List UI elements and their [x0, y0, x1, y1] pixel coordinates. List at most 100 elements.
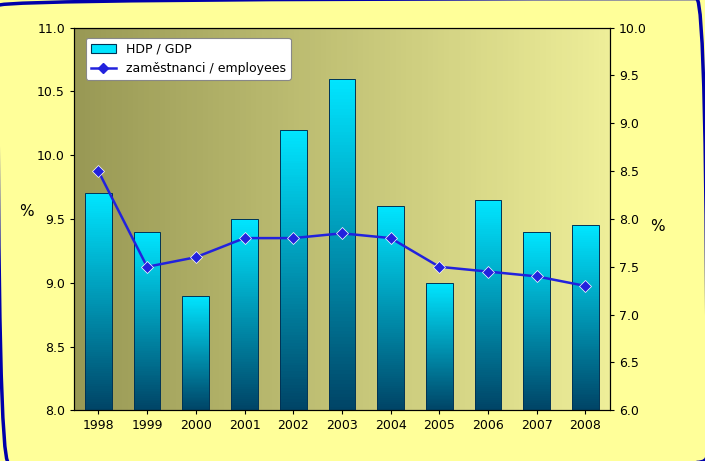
- Bar: [183, 398, 209, 399]
- Bar: [183, 315, 209, 316]
- Bar: [134, 282, 161, 284]
- Bar: [183, 370, 209, 371]
- Bar: [280, 149, 307, 152]
- Bar: [474, 204, 501, 206]
- Bar: [134, 362, 161, 364]
- Bar: [523, 289, 550, 290]
- Bar: [231, 345, 258, 347]
- Bar: [85, 263, 112, 265]
- Bar: [329, 281, 355, 284]
- Bar: [231, 342, 258, 343]
- Bar: [85, 361, 112, 363]
- Bar: [329, 105, 355, 108]
- Bar: [85, 386, 112, 389]
- Bar: [329, 274, 355, 278]
- Bar: [280, 245, 307, 248]
- Bar: [523, 242, 550, 244]
- Bar: [85, 278, 112, 280]
- Bar: [183, 399, 209, 400]
- Bar: [134, 385, 161, 387]
- Bar: [280, 318, 307, 320]
- Bar: [523, 285, 550, 287]
- Bar: [377, 337, 404, 339]
- Bar: [134, 349, 161, 351]
- Bar: [329, 168, 355, 171]
- Bar: [134, 290, 161, 292]
- Bar: [85, 354, 112, 356]
- Bar: [280, 208, 307, 211]
- Bar: [183, 345, 209, 346]
- Bar: [280, 242, 307, 245]
- Bar: [572, 375, 599, 377]
- Bar: [134, 269, 161, 271]
- Bar: [572, 281, 599, 283]
- Bar: [183, 325, 209, 326]
- Bar: [474, 292, 501, 295]
- Bar: [85, 289, 112, 291]
- Bar: [523, 376, 550, 378]
- Bar: [523, 394, 550, 396]
- Bar: [523, 260, 550, 262]
- Bar: [280, 284, 307, 287]
- Bar: [572, 262, 599, 264]
- Bar: [134, 312, 161, 314]
- Bar: [377, 257, 404, 259]
- Bar: [329, 138, 355, 142]
- Legend: HDP / GDP, zaměstnanci / employees: HDP / GDP, zaměstnanci / employees: [85, 38, 290, 80]
- Bar: [474, 360, 501, 362]
- Bar: [572, 340, 599, 342]
- Bar: [134, 396, 161, 398]
- Bar: [329, 142, 355, 145]
- Bar: [426, 301, 453, 302]
- Bar: [280, 160, 307, 163]
- Bar: [280, 211, 307, 214]
- Bar: [572, 283, 599, 284]
- Bar: [377, 253, 404, 255]
- Bar: [474, 200, 501, 202]
- Bar: [280, 214, 307, 217]
- Bar: [572, 357, 599, 359]
- Bar: [377, 272, 404, 273]
- Bar: [329, 195, 355, 198]
- Bar: [134, 264, 161, 266]
- Bar: [426, 368, 453, 369]
- Bar: [183, 390, 209, 391]
- Bar: [329, 175, 355, 178]
- Bar: [377, 408, 404, 410]
- Bar: [280, 281, 307, 284]
- Bar: [231, 364, 258, 366]
- Bar: [377, 255, 404, 257]
- Bar: [426, 289, 453, 290]
- Bar: [134, 359, 161, 361]
- Bar: [134, 310, 161, 312]
- Bar: [183, 385, 209, 386]
- Bar: [572, 373, 599, 375]
- Bar: [231, 282, 258, 284]
- Bar: [474, 400, 501, 402]
- Bar: [231, 332, 258, 334]
- Bar: [85, 337, 112, 339]
- Bar: [377, 345, 404, 347]
- Bar: [474, 221, 501, 223]
- Bar: [134, 300, 161, 301]
- Bar: [523, 232, 550, 410]
- Bar: [85, 195, 112, 198]
- Bar: [523, 290, 550, 292]
- Bar: [183, 305, 209, 306]
- Bar: [329, 165, 355, 168]
- Bar: [377, 357, 404, 359]
- Bar: [231, 393, 258, 395]
- Bar: [231, 366, 258, 368]
- Bar: [231, 402, 258, 405]
- Bar: [85, 393, 112, 395]
- Bar: [523, 384, 550, 385]
- Bar: [183, 342, 209, 343]
- Bar: [231, 269, 258, 271]
- Bar: [474, 368, 501, 370]
- Bar: [134, 305, 161, 307]
- Bar: [572, 272, 599, 273]
- Bar: [134, 234, 161, 235]
- Bar: [426, 284, 453, 285]
- Bar: [377, 363, 404, 366]
- Bar: [474, 208, 501, 210]
